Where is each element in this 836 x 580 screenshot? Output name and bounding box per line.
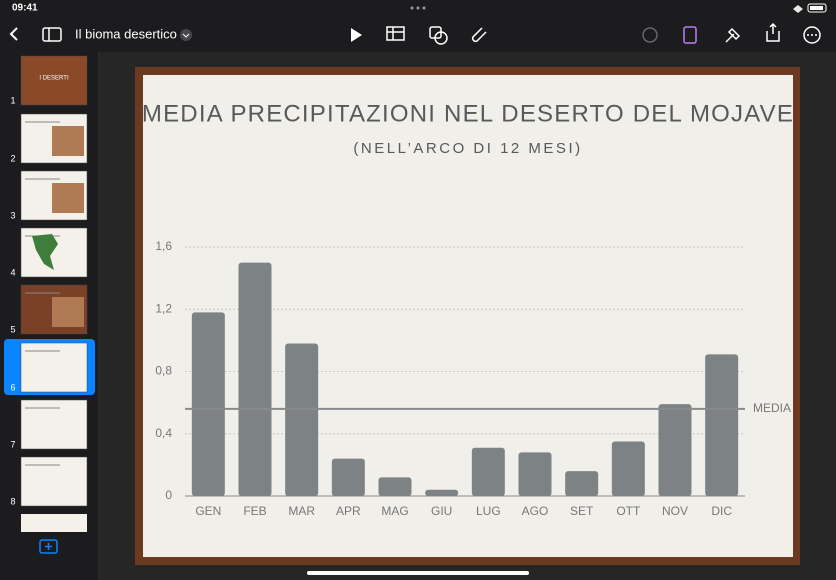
media-button[interactable] bbox=[471, 27, 487, 43]
slide-thumbnail[interactable] bbox=[20, 227, 88, 278]
status-icons bbox=[793, 3, 827, 13]
more-button[interactable] bbox=[803, 26, 821, 44]
x-tick-label: NOV bbox=[662, 504, 688, 518]
x-tick-label: SET bbox=[570, 504, 594, 518]
table-button[interactable] bbox=[386, 26, 405, 41]
x-tick-label: DIC bbox=[711, 504, 732, 518]
play-button[interactable] bbox=[351, 28, 362, 42]
bar bbox=[238, 262, 272, 496]
chart-title: MEDIA PRECIPITAZIONI NEL DESERTO DEL MOJ… bbox=[142, 100, 794, 127]
slide-number: 2 bbox=[10, 153, 15, 163]
title-menu-button[interactable] bbox=[180, 29, 192, 41]
y-tick-label: 0 bbox=[165, 488, 172, 502]
multitask-dots bbox=[410, 6, 426, 10]
bar bbox=[378, 477, 412, 496]
sidebar-toggle[interactable] bbox=[42, 27, 62, 42]
slide-number: 6 bbox=[10, 382, 15, 392]
shape-button[interactable] bbox=[429, 26, 448, 45]
back-button[interactable] bbox=[9, 27, 18, 41]
y-tick-label: 1,6 bbox=[155, 239, 172, 253]
x-tick-label: LUG bbox=[476, 504, 501, 518]
y-tick-label: 0,8 bbox=[155, 364, 172, 378]
slide-navigator: I DESERTI 1 2 3 4 5 6 7 8 bbox=[4, 55, 95, 532]
slide-thumbnail[interactable] bbox=[20, 456, 88, 507]
slide-number: 4 bbox=[10, 267, 15, 277]
y-tick-label: 0,4 bbox=[155, 426, 172, 440]
bar bbox=[518, 452, 552, 496]
share-button[interactable] bbox=[766, 22, 780, 42]
undo-button[interactable] bbox=[642, 27, 658, 43]
slide-number: 1 bbox=[10, 95, 15, 105]
bar bbox=[565, 471, 599, 496]
slide-thumbnail[interactable] bbox=[20, 399, 88, 450]
thumbnail-image bbox=[52, 126, 84, 156]
add-slide-button[interactable] bbox=[39, 539, 58, 554]
slide-number: 8 bbox=[10, 496, 15, 506]
x-tick-label: MAG bbox=[381, 504, 408, 518]
thumbnail-map bbox=[32, 234, 58, 270]
bar bbox=[425, 489, 459, 496]
x-tick-label: FEB bbox=[243, 504, 266, 518]
format-button[interactable] bbox=[683, 26, 697, 44]
mean-label: MEDIA bbox=[753, 401, 791, 415]
bar bbox=[471, 447, 505, 496]
bar bbox=[331, 458, 365, 496]
brush-button[interactable] bbox=[725, 27, 741, 43]
home-indicator bbox=[307, 571, 529, 575]
x-tick-label: GEN bbox=[195, 504, 221, 518]
slide-thumbnail[interactable] bbox=[20, 342, 88, 393]
slide-number: 7 bbox=[10, 439, 15, 449]
thumbnail-title: I DESERTI bbox=[39, 76, 69, 82]
slide-thumbnail[interactable] bbox=[20, 55, 88, 106]
document-title[interactable]: Il bioma desertico bbox=[75, 26, 177, 41]
bar bbox=[705, 354, 739, 496]
slide-number: 3 bbox=[10, 210, 15, 220]
thumbnail-image bbox=[52, 183, 84, 213]
x-tick-label: GIU bbox=[431, 504, 452, 518]
chart-subtitle: (NELL’ARCO DI 12 MESI) bbox=[353, 140, 582, 157]
x-tick-label: MAR bbox=[288, 504, 315, 518]
x-tick-label: OTT bbox=[616, 504, 641, 518]
slide-number: 5 bbox=[10, 324, 15, 334]
bar bbox=[658, 404, 692, 496]
bar bbox=[611, 441, 645, 496]
bar bbox=[285, 343, 319, 496]
x-tick-label: APR bbox=[336, 504, 361, 518]
bar bbox=[191, 312, 225, 496]
thumbnail-image bbox=[52, 297, 84, 327]
y-tick-label: 1,2 bbox=[155, 301, 172, 315]
chart: 0 0,4 0,8 1,2 1,6 GEN FEB MAR APR MAG GIU LUG AGO SET… bbox=[155, 239, 791, 518]
slide-thumbnail[interactable] bbox=[21, 514, 87, 532]
status-time: 09:41 bbox=[12, 3, 38, 14]
x-tick-label: AGO bbox=[522, 504, 549, 518]
